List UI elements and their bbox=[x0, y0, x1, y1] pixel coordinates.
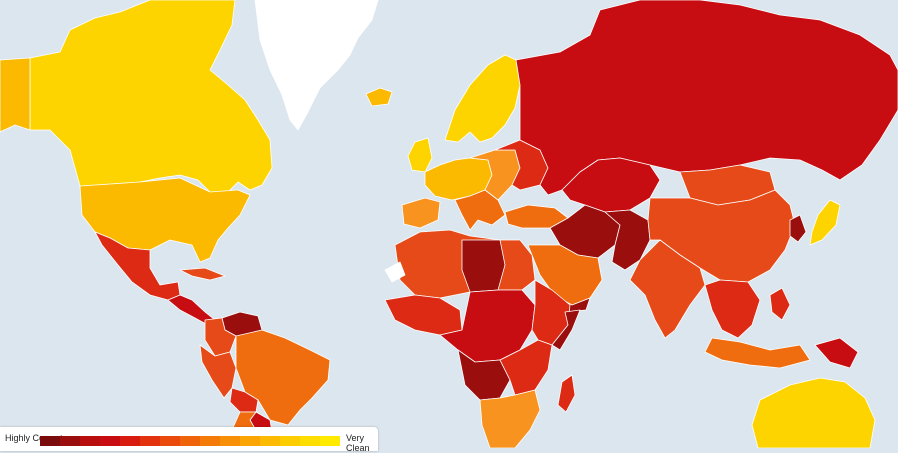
legend-low-label: Highly Corrupt bbox=[5, 433, 63, 443]
region-southeast-asia[interactable] bbox=[704, 279, 761, 339]
legend-swatch bbox=[140, 436, 160, 446]
region-southern-africa[interactable] bbox=[479, 389, 541, 448]
country-cuba[interactable] bbox=[179, 267, 226, 281]
region-italy-balkans[interactable] bbox=[454, 189, 506, 231]
country-greenland[interactable] bbox=[254, 0, 379, 131]
country-iceland[interactable] bbox=[365, 87, 393, 107]
legend-swatch bbox=[220, 436, 240, 446]
legend-swatch bbox=[60, 436, 80, 446]
country-mexico[interactable] bbox=[94, 231, 181, 301]
legend-swatch bbox=[280, 436, 300, 446]
legend-swatch bbox=[40, 436, 60, 446]
country-philippines[interactable] bbox=[769, 287, 791, 321]
legend-swatch bbox=[240, 436, 260, 446]
legend-color-scale bbox=[40, 436, 340, 446]
country-usa-alaska[interactable] bbox=[0, 57, 31, 133]
legend-swatch bbox=[200, 436, 220, 446]
legend-swatch bbox=[180, 436, 200, 446]
country-indonesia[interactable] bbox=[704, 337, 811, 369]
legend-swatch bbox=[80, 436, 100, 446]
country-spain-portugal[interactable] bbox=[401, 197, 441, 229]
country-madagascar[interactable] bbox=[557, 374, 576, 413]
country-western-sahara[interactable] bbox=[384, 261, 406, 283]
country-libya[interactable] bbox=[461, 239, 506, 293]
corruption-legend: Highly Corrupt Very Clean bbox=[0, 427, 378, 453]
country-india[interactable] bbox=[629, 239, 706, 339]
region-congo-angola[interactable] bbox=[457, 349, 511, 401]
region-east-africa[interactable] bbox=[499, 339, 553, 396]
country-somalia[interactable] bbox=[551, 309, 581, 351]
country-korea[interactable] bbox=[789, 214, 807, 243]
legend-swatch bbox=[100, 436, 120, 446]
region-arabian-peninsula[interactable] bbox=[527, 244, 603, 306]
country-norway-sweden-finland[interactable] bbox=[444, 54, 521, 143]
region-central-asia[interactable] bbox=[561, 157, 661, 213]
legend-swatch bbox=[300, 436, 320, 446]
legend-swatch bbox=[160, 436, 180, 446]
region-afghanistan-pakistan[interactable] bbox=[604, 209, 651, 271]
legend-swatch bbox=[120, 436, 140, 446]
country-japan[interactable] bbox=[809, 199, 841, 246]
legend-swatch bbox=[260, 436, 280, 446]
country-colombia[interactable] bbox=[204, 317, 237, 357]
country-australia[interactable] bbox=[751, 377, 876, 448]
country-russia[interactable] bbox=[515, 0, 898, 196]
country-papua-new-guinea[interactable] bbox=[814, 337, 859, 369]
legend-swatch bbox=[320, 436, 340, 446]
legend-high-label: Very Clean bbox=[346, 433, 370, 453]
country-china[interactable] bbox=[647, 189, 796, 283]
